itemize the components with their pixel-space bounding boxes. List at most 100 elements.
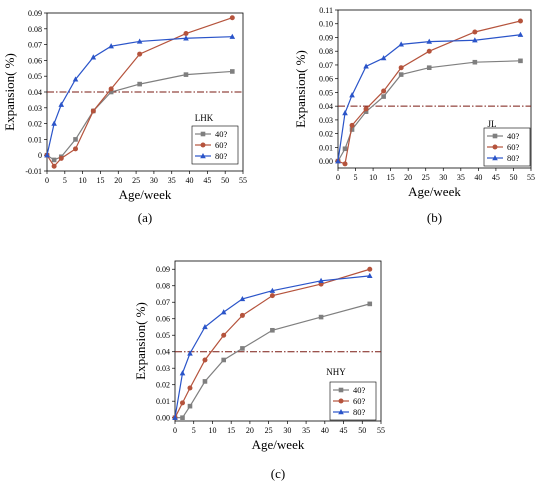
data-point [342,110,348,116]
y-tick-label: 0.02 [28,120,42,129]
x-tick-label: 15 [227,426,235,435]
x-tick-label: 50 [509,173,517,182]
x-tick-label: 45 [203,176,211,185]
x-axis-title: Age/week [252,437,305,452]
data-point [335,158,341,164]
y-tick-label: 0.10 [319,20,333,29]
data-point [187,350,193,356]
legend-marker [200,131,206,137]
data-point [44,152,50,158]
y-tick-label: 0.05 [319,88,333,97]
x-tick-label: 35 [168,176,176,185]
x-tick-label: 0 [173,426,177,435]
x-tick-label: 25 [132,176,140,185]
data-point [230,69,235,74]
data-point [363,106,369,112]
panel-label: (c) [271,466,285,481]
y-tick-label: 0.08 [28,25,42,34]
y-tick-label: 0.11 [319,6,333,15]
data-point [183,35,189,41]
legend-marker [338,409,344,415]
x-tick-label: 0 [45,176,49,185]
x-tick-label: 25 [422,173,430,182]
plot-frame [174,260,382,422]
y-axis-title: Expansion( %) [293,50,308,128]
data-point [58,101,65,107]
legend: 40?60?80? [329,381,377,421]
data-point [426,48,432,54]
y-tick-label: 0.07 [319,61,333,70]
data-point [202,357,208,363]
y-tick-label: 0.03 [156,364,170,373]
x-tick-label: 5 [192,426,196,435]
y-tick-label: 0.09 [319,33,333,42]
legend-marker [492,133,498,139]
data-point [367,266,373,272]
x-tick-label: 55 [527,173,535,182]
x-tick-label: 5 [63,176,67,185]
y-tick-label: 0.00 [319,157,333,166]
data-point [240,346,245,351]
legend-entry: 60? [353,396,366,406]
data-point [363,63,369,69]
data-point [221,332,227,338]
x-tick-label: 5 [354,173,358,182]
y-tick-label: 0.06 [319,75,333,84]
data-point [73,137,78,142]
y-tick-label: 0.03 [319,116,333,125]
legend: 40?60?80? [191,125,239,165]
data-point [366,272,373,279]
x-tick-label: 30 [439,173,447,182]
data-point [172,414,178,420]
panel-label: (b) [427,210,442,225]
data-point [108,89,114,95]
data-point [58,155,64,161]
y-tick-label: 0.00 [156,414,170,423]
x-tick-label: 50 [358,426,366,435]
y-axis-title: Expansion( %) [2,53,17,131]
panel-label: (a) [138,210,152,225]
x-tick-label: 25 [265,426,273,435]
legend-entry: 60? [507,142,520,152]
y-tick-label: 0.08 [319,47,333,56]
data-point [137,51,143,57]
x-tick-label: 50 [221,176,229,185]
legend-entry: 60? [215,140,228,150]
data-point [239,312,245,318]
y-tick-label: 0.07 [156,298,170,307]
x-tick-label: 40 [321,426,329,435]
data-point [342,146,348,152]
x-tick-label: 20 [246,426,254,435]
data-point [349,92,355,98]
data-point [472,59,478,65]
legend-marker [338,398,344,404]
data-point [381,88,387,94]
data-point [349,122,355,128]
x-tick-label: 10 [208,426,216,435]
data-point [318,277,324,283]
y-tick-label: 0.09 [156,265,170,274]
data-point [229,33,236,39]
data-point [183,72,189,77]
x-tick-label: 45 [340,426,348,435]
y-tick-label: 0 [38,151,42,160]
data-point [270,327,275,333]
data-point [426,38,433,44]
chart-panel-1: 0 5 10 15 20 25 30 35 40 45 50 55-0.0100.010.020.03… [2,9,247,225]
y-tick-label: 0.06 [156,315,170,324]
data-point [179,400,185,406]
specimen-label: JL [488,119,497,129]
data-point [73,146,79,152]
plot-frame [337,9,532,169]
data-point [72,76,79,82]
data-point [202,379,208,384]
data-point [367,301,373,307]
y-tick-label: 0.01 [319,143,333,152]
x-tick-label: 10 [79,176,87,185]
data-point [239,295,246,302]
data-point [398,65,404,71]
legend-marker [338,387,344,393]
x-tick-label: 10 [369,173,377,182]
data-point [381,94,386,99]
data-point [380,55,387,61]
